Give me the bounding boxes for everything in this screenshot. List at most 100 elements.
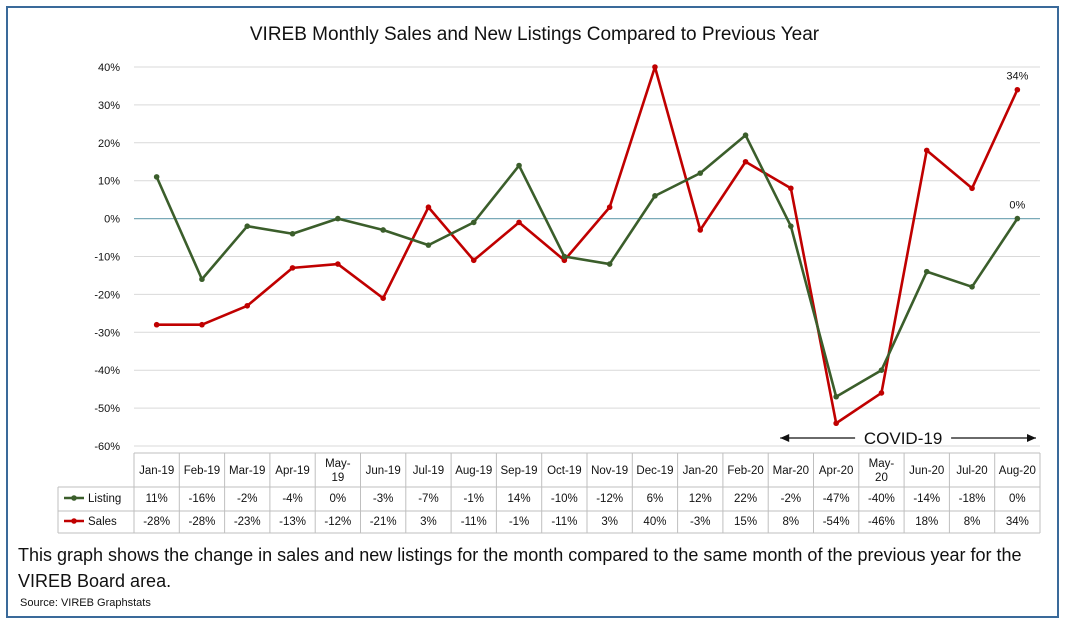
x-tick-label: Jul-20 — [956, 465, 987, 477]
legend-marker — [71, 518, 77, 524]
data-point — [289, 265, 296, 271]
table-cell: -16% — [189, 493, 216, 505]
legend-label: Sales — [88, 516, 117, 528]
data-point — [516, 162, 522, 169]
table-cell: 11% — [146, 493, 168, 505]
table-cell: -2% — [781, 493, 801, 505]
table-cell: -23% — [234, 516, 261, 528]
table-cell: -54% — [823, 516, 850, 528]
data-point — [878, 390, 885, 396]
y-tick-label: 0% — [104, 214, 120, 226]
data-point — [244, 223, 251, 229]
data-point — [652, 64, 658, 70]
data-point — [335, 261, 341, 267]
data-point — [697, 227, 704, 233]
legend-label: Listing — [88, 493, 121, 505]
table-cell: -28% — [143, 516, 170, 528]
data-point — [153, 321, 160, 328]
data-point — [606, 204, 613, 211]
x-tick-label: Apr-19 — [275, 465, 310, 477]
table-cell: -47% — [823, 493, 850, 505]
data-point — [833, 420, 839, 427]
table-cell: -3% — [373, 493, 393, 505]
y-tick-label: -30% — [94, 327, 120, 339]
y-tick-label: 20% — [98, 138, 120, 150]
table-cell: -13% — [279, 516, 306, 528]
x-tick-label: Jan-19 — [139, 465, 174, 477]
y-tick-label: -60% — [94, 441, 120, 453]
data-point — [923, 268, 930, 275]
series-line-sales — [156, 65, 1019, 425]
data-point — [697, 170, 704, 176]
data-point — [199, 276, 205, 283]
x-tick-label: Mar-20 — [773, 465, 809, 477]
table-cell: -3% — [690, 516, 710, 528]
table-cell: 0% — [1009, 493, 1026, 505]
chart-frame — [6, 6, 1059, 618]
table-cell: 40% — [643, 516, 666, 528]
x-tick-label: Aug-20 — [999, 465, 1036, 477]
y-tick-label: 40% — [98, 62, 120, 74]
y-tick-label: 10% — [98, 176, 120, 188]
table-cell: 12% — [689, 493, 712, 505]
data-point — [199, 321, 205, 328]
table-cell: 22% — [734, 493, 757, 505]
table-cell: 8% — [964, 516, 981, 528]
table-cell: -11% — [461, 516, 487, 528]
x-tick-label: May-20 — [869, 458, 895, 484]
annotation-label: COVID-19 — [864, 429, 942, 448]
table-cell: 14% — [508, 493, 531, 505]
chart-caption: This graph shows the change in sales and… — [18, 545, 1022, 591]
data-point — [470, 219, 477, 226]
data-point — [833, 393, 839, 400]
data-point — [969, 284, 975, 290]
data-point — [788, 185, 794, 192]
table-cell: -14% — [913, 493, 940, 505]
source-note: Source: VIREB Graphstats — [20, 597, 151, 609]
table-cell: -28% — [189, 516, 216, 528]
data-point — [425, 204, 432, 211]
table-cell: 18% — [915, 516, 938, 528]
data-point — [742, 158, 749, 165]
y-tick-label: -10% — [94, 252, 120, 264]
data-point — [470, 257, 477, 264]
x-tick-label: Dec-19 — [636, 465, 673, 477]
table-cell: -21% — [370, 516, 397, 528]
end-data-label: 34% — [1006, 71, 1028, 83]
table-cell: 8% — [783, 516, 800, 528]
data-point — [425, 242, 432, 248]
data-point — [244, 302, 251, 309]
arrow-right-icon — [1027, 434, 1036, 442]
table-cell: -1% — [509, 516, 529, 528]
data-point — [923, 147, 930, 154]
data-point — [380, 227, 386, 233]
table-cell: -4% — [282, 493, 302, 505]
table-cell: -7% — [418, 493, 438, 505]
table-cell: 15% — [734, 516, 757, 528]
chart-title: VIREB Monthly Sales and New Listings Com… — [249, 24, 820, 45]
table-cell: 34% — [1006, 516, 1029, 528]
data-point — [561, 253, 568, 260]
table-cell: 3% — [601, 516, 618, 528]
table-cell: -18% — [959, 493, 986, 505]
x-tick-label: Nov-19 — [591, 465, 628, 477]
x-tick-label: Sep-19 — [501, 465, 538, 477]
table-cell: -46% — [868, 516, 895, 528]
data-point — [516, 219, 522, 226]
data-point — [652, 193, 658, 199]
end-data-label: 0% — [1009, 200, 1025, 212]
table-cell: -10% — [551, 493, 578, 505]
y-tick-label: -20% — [94, 289, 120, 301]
x-tick-label: Jan-20 — [683, 465, 718, 477]
table-cell: -12% — [324, 516, 351, 528]
table-cell: 6% — [647, 493, 664, 505]
data-point — [788, 223, 794, 229]
y-tick-label: -50% — [94, 403, 120, 415]
x-tick-label: Mar-19 — [229, 465, 265, 477]
table-cell: 3% — [420, 516, 437, 528]
x-tick-label: Oct-19 — [547, 465, 582, 477]
arrow-left-icon — [780, 434, 790, 442]
table-cell: 0% — [330, 493, 347, 505]
data-point — [1014, 215, 1021, 222]
